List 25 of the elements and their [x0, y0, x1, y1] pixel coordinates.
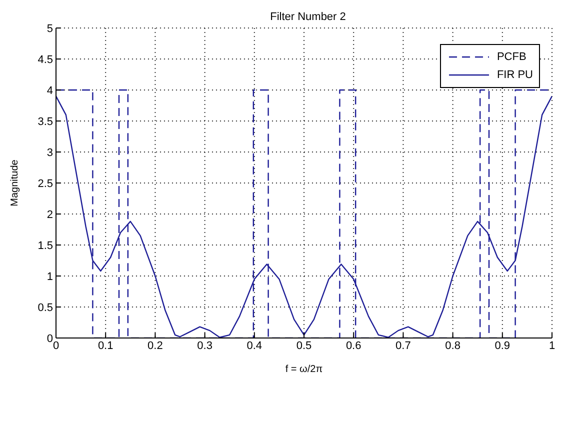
y-tick-label: 4.5: [38, 54, 53, 66]
y-tick-label: 3: [46, 146, 53, 159]
x-tick-label: 0.2: [148, 340, 163, 352]
y-tick-label: 1.5: [38, 240, 53, 252]
y-tick-label: 1: [46, 270, 53, 283]
x-tick-label: 0.9: [494, 340, 510, 352]
x-tick-label: 0.7: [396, 340, 411, 352]
x-tick-label: 0.4: [246, 340, 262, 352]
x-axis-title: f = ω/2π: [285, 364, 323, 375]
y-tick-label: 0.5: [38, 302, 53, 314]
y-tick-label: 5: [46, 22, 53, 35]
y-axis-title: Magnitude: [10, 159, 21, 206]
y-tick-label: 3.5: [38, 116, 53, 128]
y-tick-label: 2: [46, 208, 53, 221]
x-tick-label: 1: [548, 340, 556, 352]
x-tick-label: 0.3: [197, 340, 212, 352]
x-tick-label: 0.5: [296, 340, 312, 352]
x-tick-label: 0.8: [445, 340, 460, 352]
legend-label: PCFB: [496, 51, 526, 63]
x-tick-label: 0.6: [346, 340, 362, 352]
chart-title: Filter Number 2: [270, 11, 346, 23]
legend-label: FIR PU: [496, 69, 533, 81]
y-tick-label: 4: [46, 84, 53, 97]
y-tick-label: 2.5: [38, 178, 53, 190]
x-tick-label: 0.1: [98, 340, 114, 352]
